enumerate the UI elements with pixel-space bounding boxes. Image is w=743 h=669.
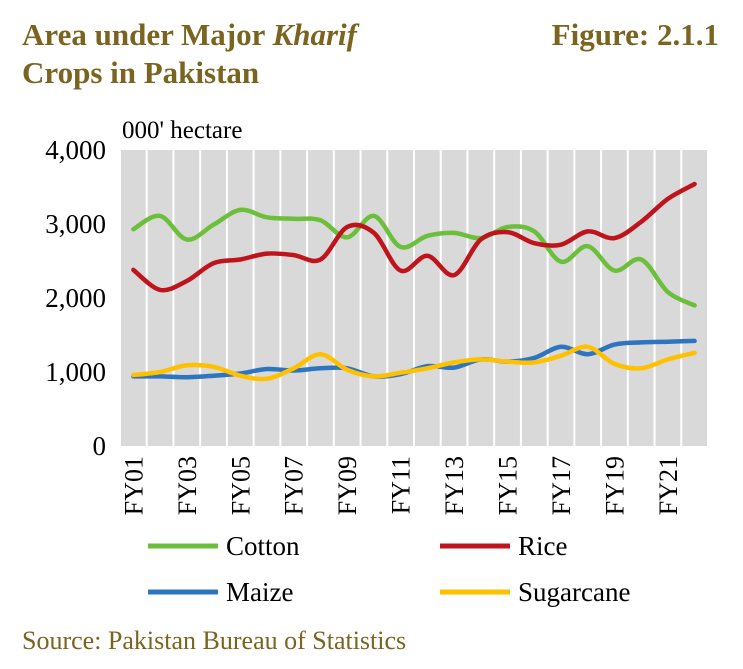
series-line-cotton: [131, 207, 697, 308]
figure-number: Figure: 2.1.1: [551, 17, 719, 52]
legend-label-cotton: Cotton: [226, 531, 300, 561]
title-text-a: Area under Major: [22, 17, 273, 52]
gridlines: [119, 150, 709, 446]
y-tick-label: 3,000: [45, 209, 106, 239]
x-tick-label: FY13: [440, 456, 469, 515]
series-lines: [131, 181, 697, 382]
legend: Cotton Rice Maize Sugarcane: [148, 531, 630, 607]
x-tick-label: FY05: [226, 456, 255, 515]
series-line-rice: [131, 181, 697, 293]
legend-label-rice: Rice: [518, 531, 567, 561]
legend-label-maize: Maize: [226, 577, 293, 607]
x-tick-label: FY01: [119, 456, 148, 515]
title-line-2: Crops in Pakistan: [22, 55, 260, 90]
y-tick-label: 2,000: [45, 283, 106, 313]
y-axis-label: 000' hectare: [122, 117, 242, 144]
source-note: Source: Pakistan Bureau of Statistics: [22, 626, 407, 655]
title-text-kharif: Kharif: [272, 17, 357, 52]
y-tick-label: 0: [93, 431, 107, 461]
series-line-sugarcane: [131, 344, 697, 382]
y-axis-ticks: 0 1,000 2,000 3,000 4,000: [45, 135, 106, 461]
legend-label-sugarcane: Sugarcane: [518, 577, 630, 607]
x-tick-label: FY21: [654, 456, 683, 515]
y-tick-label: 4,000: [45, 135, 106, 165]
x-tick-label: FY11: [387, 456, 416, 514]
x-tick-label: FY17: [547, 456, 576, 515]
x-tick-label: FY15: [494, 456, 523, 515]
chart-title: Area under Major Kharif Crops in Pakista…: [22, 16, 357, 92]
x-axis-ticks: FY01 FY03 FY05 FY07 FY09 FY11 FY13 FY15 FY17 FY19…: [119, 456, 683, 515]
x-tick-label: FY09: [333, 456, 362, 515]
x-tick-label: FY03: [173, 456, 202, 515]
x-tick-label: FY19: [600, 456, 629, 515]
title-line-1: Area under Major Kharif: [22, 16, 357, 54]
y-tick-label: 1,000: [45, 357, 106, 387]
x-tick-label: FY07: [280, 456, 309, 515]
